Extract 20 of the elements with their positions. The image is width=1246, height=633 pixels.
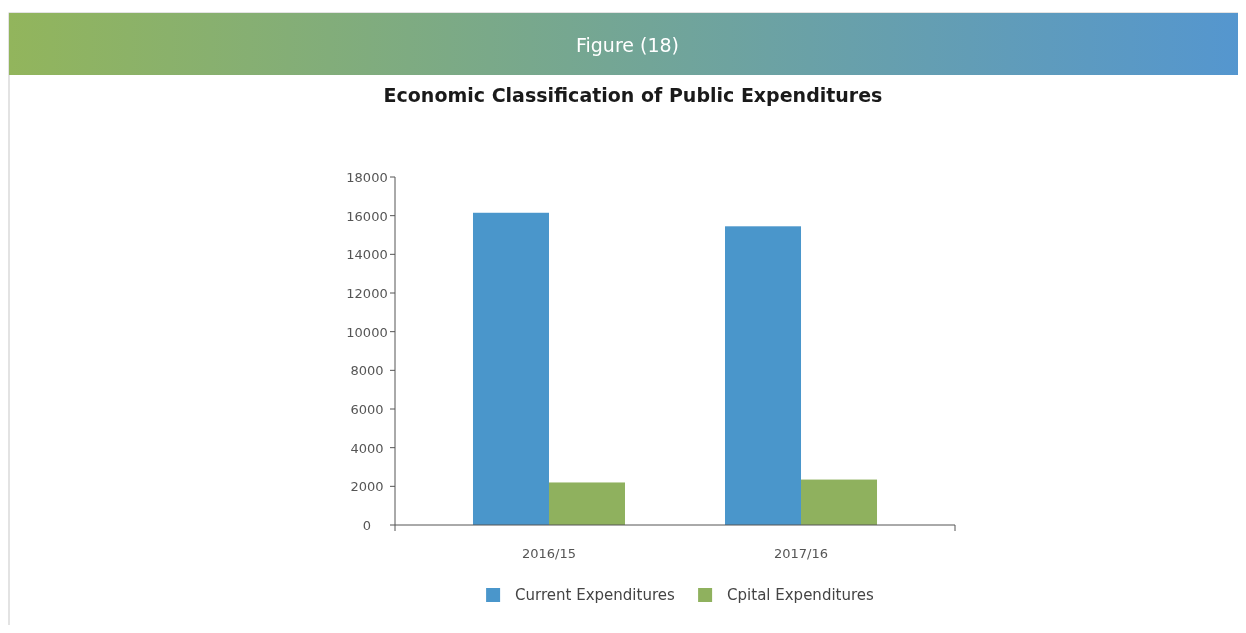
- chart-title: Figure (18): [575, 34, 680, 56]
- y-tick-label: 4000: [350, 440, 384, 456]
- bar: [725, 226, 802, 525]
- y-tick-label: 18000: [346, 170, 388, 185]
- y-tick-label: 0: [362, 518, 372, 533]
- bar: [801, 479, 878, 525]
- y-tick-label: 10000: [346, 324, 388, 340]
- y-tick-label: 6000: [350, 402, 384, 417]
- legend-label: Cpital Expenditures: [727, 586, 875, 604]
- y-tick-label: 16000: [346, 208, 388, 224]
- bar: [472, 212, 549, 525]
- chart-subtitle: Economic Classification of Public Expenditures: [383, 84, 883, 106]
- y-tick-label: 12000: [346, 286, 388, 301]
- x-tick-label: 2017/16: [774, 546, 829, 561]
- x-tick-label: 2016/15: [521, 546, 576, 561]
- y-tick-label: 2000: [350, 479, 384, 495]
- legend-label: Current Expenditures: [515, 586, 675, 604]
- bar: [548, 482, 625, 525]
- y-tick-label: 14000: [346, 247, 388, 263]
- y-tick-label: 8000: [350, 363, 384, 379]
